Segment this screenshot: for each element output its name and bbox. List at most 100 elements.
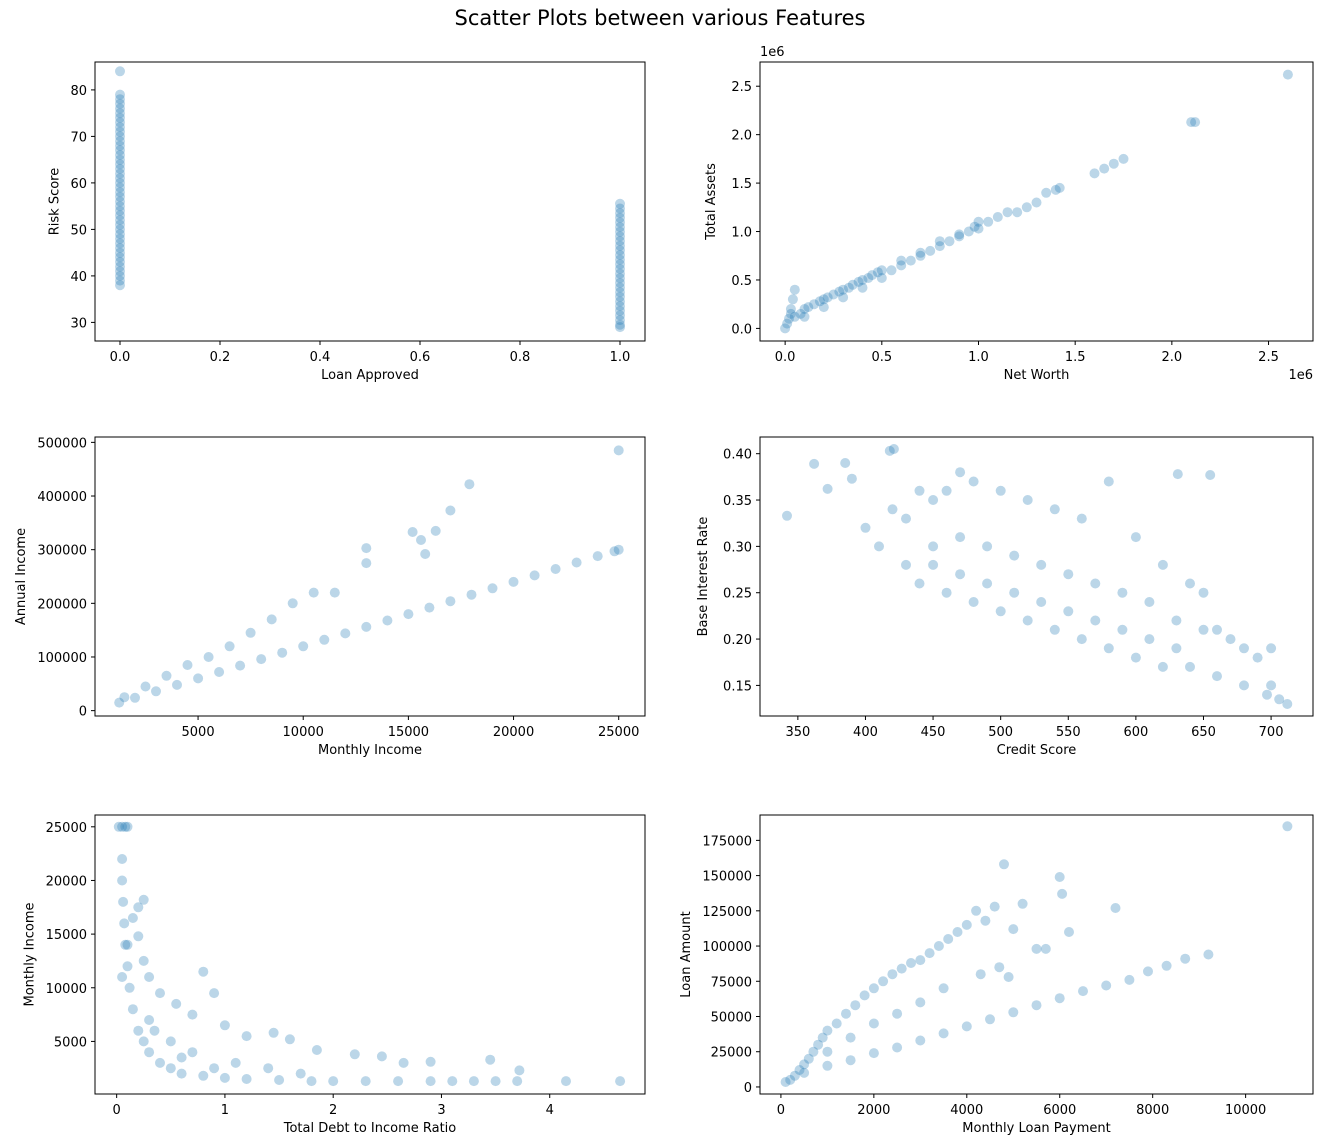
scatter-point: [219, 1020, 230, 1031]
scatter-point: [982, 578, 993, 589]
x-tick-label: 2000: [857, 1103, 890, 1118]
scatter-point: [887, 969, 898, 980]
scatter-point: [193, 673, 204, 684]
scatter-point: [615, 240, 625, 251]
scatter-point: [127, 913, 138, 923]
scatter-point: [382, 615, 393, 626]
scatter-point: [1266, 643, 1277, 654]
scatter-point: [340, 628, 351, 639]
axes-frame: [759, 436, 1314, 717]
scatter-point: [784, 313, 794, 324]
scatter-point: [127, 1004, 138, 1015]
scatter-point: [846, 473, 857, 484]
scatter-point: [818, 294, 829, 305]
scatter-point: [424, 602, 435, 613]
scatter-point: [995, 606, 1006, 617]
x-tick-label: 5000: [182, 725, 215, 740]
scatter-point: [140, 681, 151, 692]
scatter-point: [915, 247, 926, 258]
scatter-point: [615, 250, 625, 260]
scatter-point: [615, 226, 625, 237]
scatter-point: [1089, 168, 1100, 179]
scatter-point: [1031, 1000, 1042, 1011]
scatter-point: [407, 527, 418, 537]
scatter-point: [144, 972, 155, 982]
y-tick-label: 80: [70, 84, 87, 99]
scatter-point: [115, 229, 125, 240]
scatter-point: [241, 1031, 252, 1042]
scatter-point: [615, 315, 625, 326]
scatter-point: [785, 1074, 796, 1085]
scatter-point: [914, 578, 925, 589]
scatter-point: [838, 292, 849, 303]
scatter-point: [1212, 671, 1222, 682]
scatter-point: [615, 222, 625, 233]
scatter-point: [445, 596, 456, 607]
scatter-point: [115, 117, 125, 128]
scatter-point: [1022, 495, 1033, 505]
scatter-point: [115, 131, 125, 142]
scatter-point: [214, 667, 225, 677]
scatter-point: [529, 570, 540, 581]
scatter-point: [115, 205, 125, 216]
scatter-point: [115, 191, 125, 202]
scatter-point: [398, 1057, 409, 1068]
scatter-panel-1: 0.0 0.2 0.4 0.6 0.8 1.0 30 40 50 60 70 80 Loan Appro…: [47, 61, 646, 383]
scatter-point: [961, 919, 972, 930]
scatter-point: [822, 1046, 833, 1057]
scatter-point: [115, 182, 125, 193]
scatter-point: [1036, 559, 1047, 570]
y-axis-label: Risk Score: [47, 168, 62, 236]
scatter-point: [928, 559, 939, 570]
y-tick-label: 0.25: [723, 587, 752, 602]
scatter-point: [840, 458, 851, 468]
scatter-point: [209, 1063, 220, 1074]
scatter-point: [1117, 587, 1128, 598]
scatter-point: [973, 216, 984, 227]
scatter-point: [268, 1027, 279, 1038]
scatter-point: [430, 525, 441, 536]
scatter-point: [1031, 197, 1042, 208]
y-tick-label: 75000: [711, 975, 752, 990]
axes-frame: [94, 814, 646, 1095]
scatter-point: [1054, 182, 1065, 193]
scatter-point: [955, 467, 966, 478]
scatter-point: [512, 1076, 523, 1087]
scatter-point: [1054, 993, 1065, 1004]
scatter-point: [1282, 821, 1293, 832]
scatter-point: [198, 1070, 209, 1081]
scatter-point: [609, 546, 620, 557]
y-axis-label: Total Assets: [704, 163, 719, 241]
scatter-point: [118, 896, 129, 907]
scatter-point: [985, 1014, 995, 1025]
scatter-point: [789, 284, 800, 295]
scatter-point: [1049, 624, 1060, 635]
y-tick-label: 15000: [46, 928, 87, 943]
scatter-point: [115, 210, 125, 221]
y-tick-label: 30: [70, 316, 87, 331]
scatter-point: [1161, 960, 1172, 971]
scatter-point: [1185, 661, 1195, 672]
scatter-point: [1274, 694, 1285, 705]
scatter-point: [845, 1032, 856, 1043]
y-tick-label: 0.0: [731, 322, 752, 337]
scatter-point: [994, 962, 1005, 973]
y-tick-label: 70: [70, 130, 87, 145]
scatter-point: [803, 1053, 814, 1064]
scatter-point: [445, 505, 456, 516]
scatter-point: [277, 647, 288, 658]
scatter-point: [971, 905, 982, 916]
x-axis-label: Loan Approved: [321, 368, 419, 383]
scatter-point: [822, 1060, 833, 1071]
scatter-point: [241, 1074, 252, 1084]
scatter-point: [1225, 634, 1236, 645]
scatter-point: [115, 201, 125, 212]
scatter-point: [1124, 974, 1135, 985]
scatter-point: [1157, 559, 1168, 570]
scatter-point: [133, 1025, 144, 1036]
scatter-point: [284, 1034, 295, 1045]
scatter-point: [124, 982, 135, 993]
scatter-point: [287, 598, 298, 609]
scatter-point: [1203, 949, 1214, 960]
scatter-point: [892, 1042, 903, 1053]
